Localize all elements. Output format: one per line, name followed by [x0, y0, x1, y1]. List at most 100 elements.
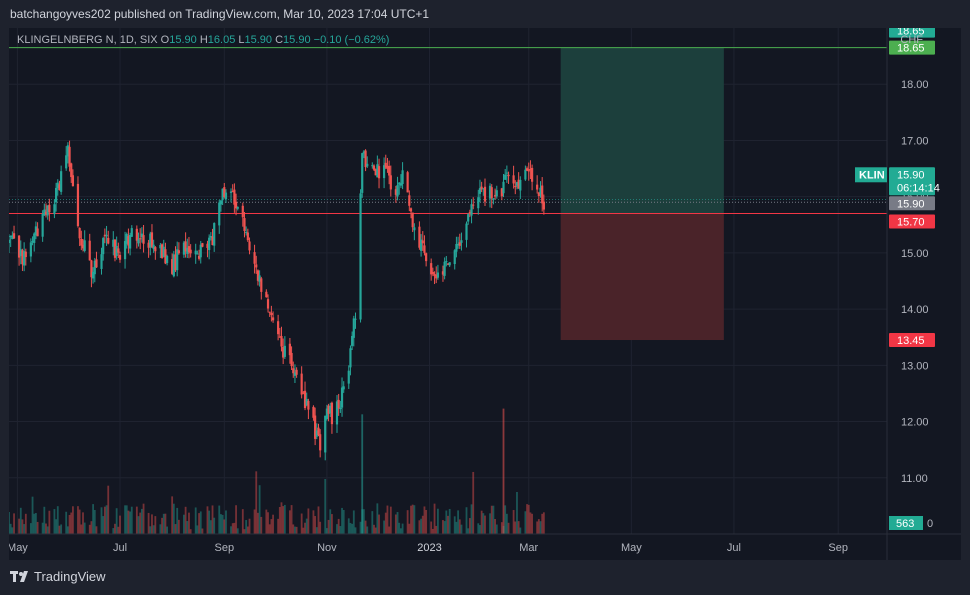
- candle-body: [446, 263, 450, 265]
- volume-bar: [325, 528, 328, 534]
- last-price-label-bg: [889, 167, 935, 196]
- legend-open: 15.90: [169, 34, 197, 46]
- volume-bar: [458, 519, 461, 534]
- price-chart[interactable]: 18.0017.0016.0015.0014.0013.0012.0011.00…: [9, 28, 961, 560]
- candle-body: [482, 188, 485, 190]
- volume-bar: [312, 510, 315, 534]
- price-tick-label: 14.00: [901, 304, 929, 316]
- candle-body: [184, 241, 187, 252]
- volume-bar: [364, 520, 367, 534]
- stop-label: 13.45: [897, 335, 925, 347]
- candle-body: [458, 242, 461, 246]
- volume-bar: [223, 519, 226, 534]
- volume-bar: [366, 526, 369, 534]
- candle-body: [413, 227, 416, 231]
- volume-bar: [208, 510, 211, 534]
- volume-bar: [531, 513, 533, 534]
- candle-body: [472, 204, 475, 206]
- price-tick-label: 11.00: [901, 473, 928, 485]
- volume-bar: [465, 507, 468, 534]
- volume-bar: [400, 528, 402, 534]
- candle-body: [283, 345, 286, 357]
- candle-body: [135, 228, 138, 241]
- candle-body: [502, 181, 505, 194]
- volume-bar: [514, 521, 517, 534]
- tradingview-logo-text: TradingView: [34, 569, 106, 584]
- candle-body: [515, 182, 519, 186]
- volume-bar: [24, 513, 27, 534]
- volume-bar: [31, 496, 34, 534]
- volume-bar: [453, 516, 456, 534]
- volume-bar: [245, 520, 248, 534]
- candle-body: [187, 246, 191, 253]
- volume-bar: [147, 512, 150, 534]
- currency-label: CHF: [900, 34, 923, 46]
- volume-bar: [408, 523, 411, 534]
- volume-bar: [342, 509, 345, 534]
- candle-body: [19, 249, 22, 256]
- volume-bar: [66, 526, 69, 534]
- volume-bar: [77, 506, 79, 534]
- volume-bar: [315, 527, 318, 534]
- candle-body: [56, 182, 59, 189]
- candle-body: [315, 430, 318, 437]
- volume-bar: [260, 516, 263, 534]
- volume-bar: [41, 522, 44, 534]
- candle-body: [221, 188, 224, 201]
- volume-bar: [102, 516, 105, 534]
- candle-body: [93, 260, 96, 275]
- candle-body: [268, 311, 271, 313]
- volume-bar: [495, 524, 498, 534]
- volume-bar: [430, 521, 433, 534]
- volume-bar: [443, 521, 446, 534]
- candle-body: [448, 262, 451, 266]
- volume-bar: [172, 503, 175, 534]
- target-top-label: 18.65: [897, 28, 925, 38]
- candle-body: [186, 247, 189, 254]
- candle-body: [525, 168, 529, 171]
- volume-bar: [411, 504, 414, 534]
- volume-bar: [114, 523, 116, 534]
- volume-bar: [537, 519, 540, 534]
- volume-bar: [142, 503, 145, 534]
- candle-body: [105, 234, 108, 237]
- candle-body: [137, 239, 140, 244]
- candle-body: [290, 352, 293, 367]
- volume-bar: [349, 522, 352, 534]
- volume-bar: [336, 524, 338, 534]
- candle-body: [293, 372, 297, 376]
- volume-bar: [445, 510, 448, 534]
- candle-body: [236, 206, 239, 209]
- candle-body: [231, 191, 234, 193]
- candle-body: [29, 242, 32, 257]
- volume-bar: [324, 479, 327, 534]
- candle-body: [376, 164, 379, 178]
- price-tick-label: 17.00: [901, 135, 929, 147]
- volume-bar: [300, 513, 303, 534]
- candle-body: [456, 243, 460, 245]
- volume-bar: [35, 513, 37, 534]
- candle-body: [189, 249, 192, 254]
- volume-bar: [159, 524, 162, 534]
- volume-bar: [58, 525, 61, 534]
- volume-bar: [46, 526, 49, 534]
- volume-bar: [268, 524, 271, 534]
- price-tick-label: 12.00: [901, 417, 929, 429]
- volume-bar: [354, 527, 357, 534]
- chart-area[interactable]: 18.0017.0016.0015.0014.0013.0012.0011.00…: [9, 28, 961, 560]
- candle-body: [46, 205, 49, 216]
- volume-bar: [60, 524, 63, 534]
- candle-body: [41, 213, 44, 237]
- volume-bar: [68, 514, 71, 534]
- candle-body: [453, 250, 456, 265]
- candle-body: [125, 234, 128, 244]
- candle-body: [478, 188, 482, 194]
- volume-bar: [255, 471, 258, 534]
- volume-bar: [225, 510, 227, 534]
- tradingview-logo[interactable]: TradingView: [10, 569, 106, 584]
- candle-body: [127, 236, 130, 246]
- candle-body: [218, 202, 221, 226]
- volume-bar: [505, 513, 508, 534]
- time-tick-label: Jul: [113, 542, 127, 554]
- volume-bar: [88, 524, 91, 534]
